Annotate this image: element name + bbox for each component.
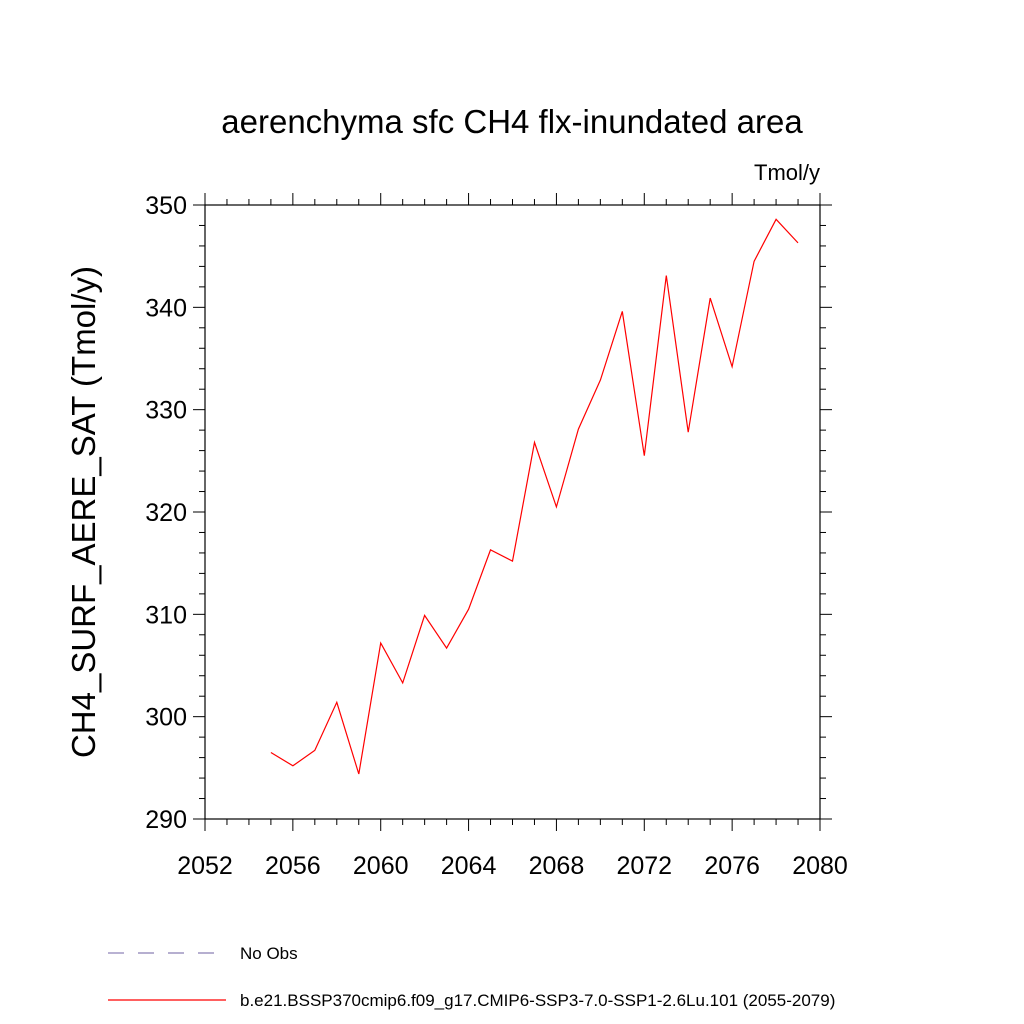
axis-ticks (193, 193, 832, 831)
series-group (270, 218, 799, 775)
x-tick-label: 2068 (529, 852, 585, 880)
x-tick-label: 2076 (704, 852, 760, 880)
x-tick-label: 2064 (441, 852, 497, 880)
legend-label-no-obs: No Obs (240, 944, 298, 963)
chart-title: aerenchyma sfc CH4 flx-inundated area (221, 103, 803, 140)
x-tick-label: 2052 (177, 852, 233, 880)
plot-frame (204, 204, 821, 820)
y-tick-label: 290 (145, 806, 187, 834)
units-label: Tmol/y (754, 160, 820, 185)
y-tick-labels: 290 300 310 320 330 340 350 (145, 192, 187, 834)
legend: No Obs b.e21.BSSP370cmip6.f09_g17.CMIP6-… (108, 944, 835, 1010)
y-tick-label: 320 (145, 499, 187, 527)
y-tick-label: 300 (145, 704, 187, 732)
y-tick-label: 310 (145, 601, 187, 629)
legend-label-model-run: b.e21.BSSP370cmip6.f09_g17.CMIP6-SSP3-7.… (240, 991, 835, 1010)
y-axis-label: CH4_SURF_AERE_SAT (Tmol/y) (65, 266, 102, 758)
x-tick-labels: 2052 2056 2060 2064 2068 2072 2076 2080 (177, 852, 848, 880)
y-tick-label: 350 (145, 192, 187, 220)
x-tick-label: 2072 (616, 852, 672, 880)
x-tick-label: 2060 (353, 852, 409, 880)
x-tick-label: 2056 (265, 852, 321, 880)
series-line-0 (270, 218, 799, 775)
y-tick-label: 340 (145, 294, 187, 322)
y-tick-label: 330 (145, 397, 187, 425)
x-tick-label: 2080 (792, 852, 848, 880)
